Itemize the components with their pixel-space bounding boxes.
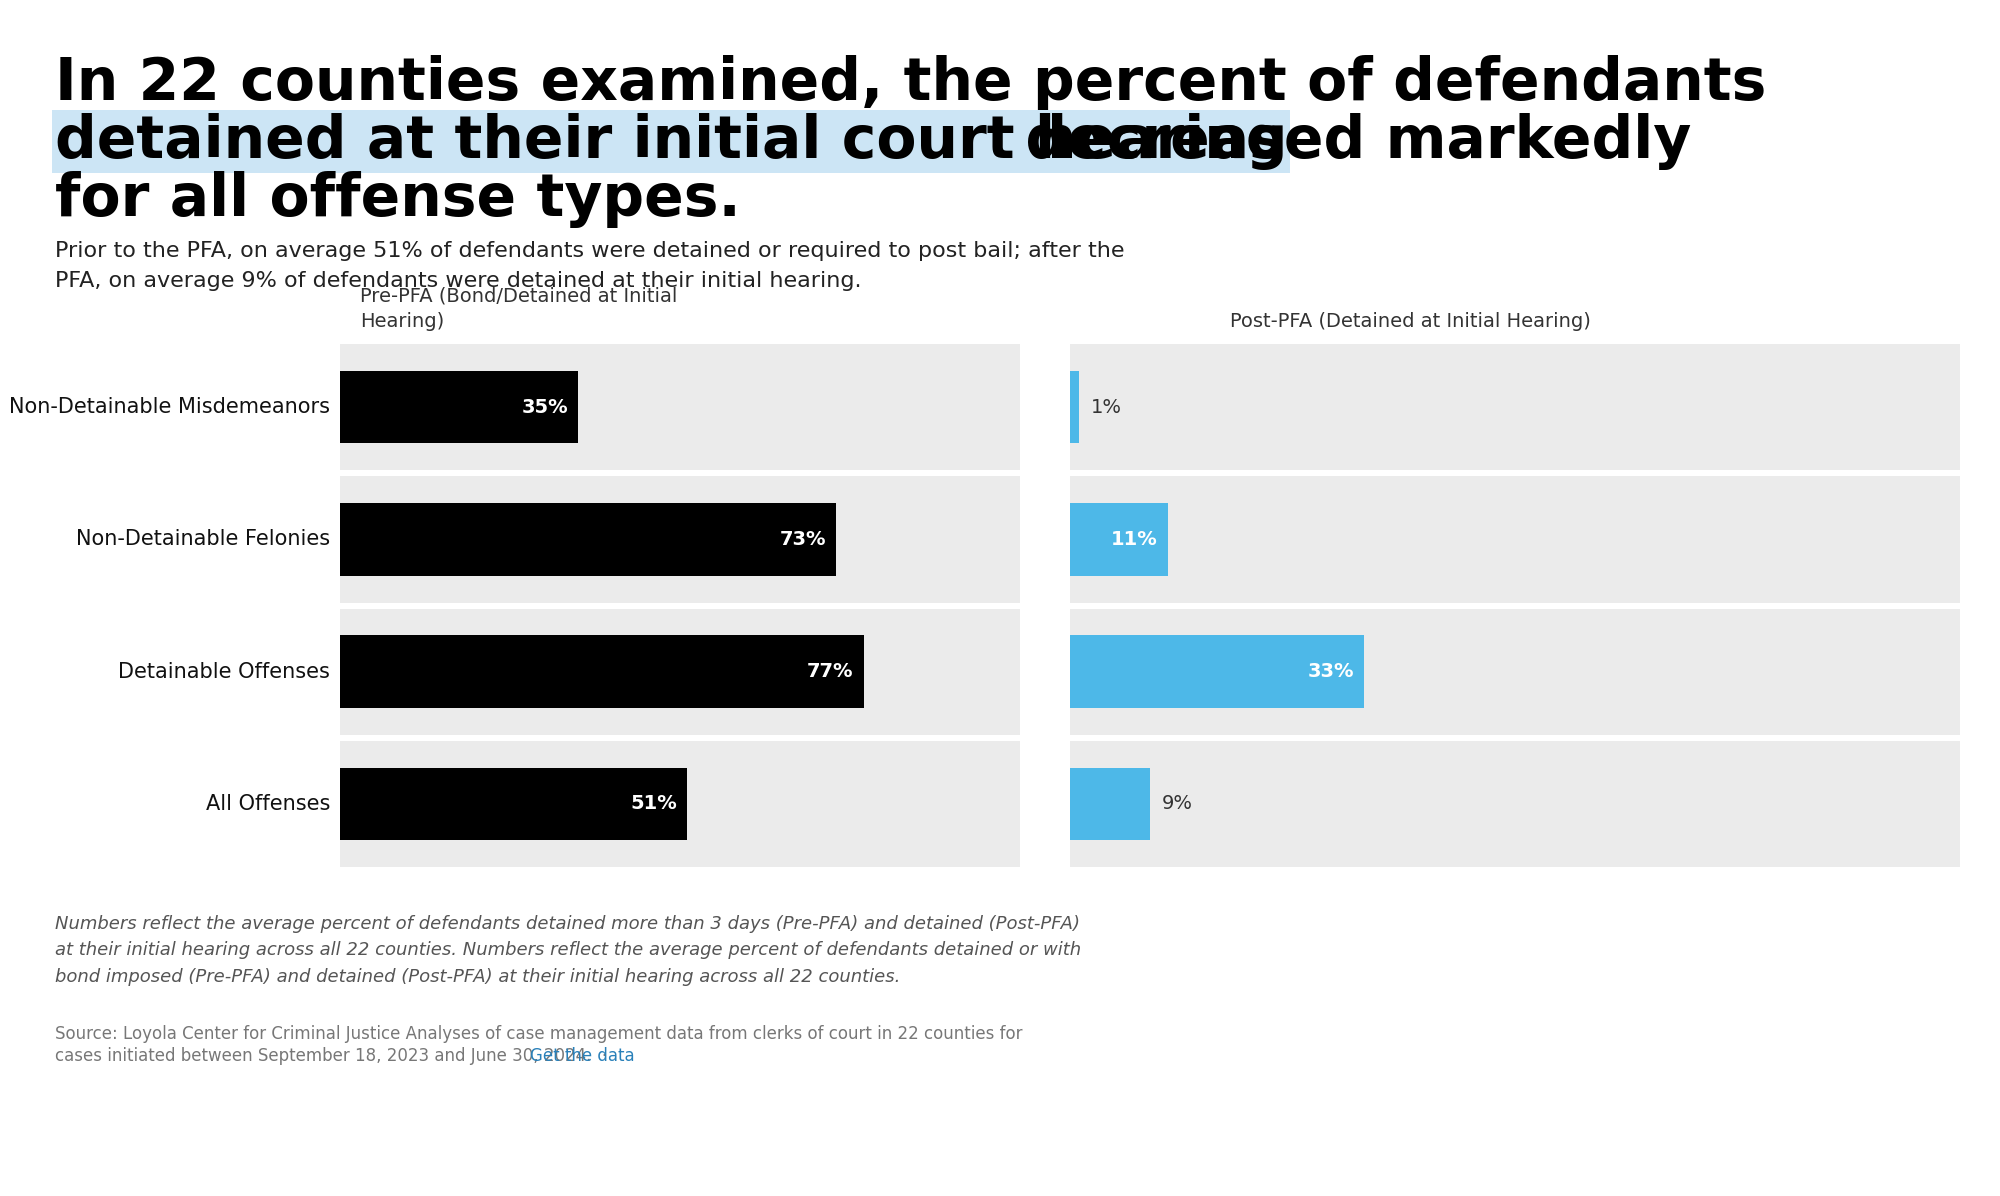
- FancyBboxPatch shape: [1070, 371, 1078, 444]
- Text: 9%: 9%: [1162, 794, 1194, 813]
- Text: decreased markedly: decreased markedly: [1006, 112, 1692, 170]
- Text: Get the data: Get the data: [530, 1046, 634, 1064]
- FancyBboxPatch shape: [340, 740, 1020, 867]
- Text: Prior to the PFA, on average 51% of defendants were detained or required to post: Prior to the PFA, on average 51% of defe…: [56, 242, 1124, 291]
- Text: 1%: 1%: [1090, 397, 1122, 416]
- FancyBboxPatch shape: [340, 504, 836, 575]
- FancyBboxPatch shape: [1070, 768, 1150, 841]
- Text: 73%: 73%: [780, 530, 826, 549]
- FancyBboxPatch shape: [340, 344, 1020, 470]
- FancyBboxPatch shape: [1070, 504, 1168, 575]
- FancyBboxPatch shape: [340, 635, 864, 708]
- Text: cases initiated between September 18, 2023 and June 30, 2024.  ·: cases initiated between September 18, 20…: [56, 1046, 612, 1064]
- Text: Source: Loyola Center for Criminal Justice Analyses of case management data from: Source: Loyola Center for Criminal Justi…: [56, 1025, 1022, 1043]
- Text: 11%: 11%: [1112, 530, 1158, 549]
- Text: detained at their initial court hearing: detained at their initial court hearing: [56, 112, 1288, 170]
- FancyBboxPatch shape: [1070, 344, 1960, 470]
- Text: 77%: 77%: [808, 663, 854, 682]
- Text: 33%: 33%: [1308, 663, 1354, 682]
- Text: Non-Detainable Felonies: Non-Detainable Felonies: [76, 530, 330, 549]
- Text: Numbers reflect the average percent of defendants detained more than 3 days (Pre: Numbers reflect the average percent of d…: [56, 915, 1082, 986]
- Text: All Offenses: All Offenses: [206, 794, 330, 813]
- Text: In 22 counties examined, the percent of defendants: In 22 counties examined, the percent of …: [56, 55, 1766, 112]
- Text: Pre-PFA (Bond/Detained at Initial
Hearing): Pre-PFA (Bond/Detained at Initial Hearin…: [360, 287, 678, 331]
- FancyBboxPatch shape: [1070, 740, 1960, 867]
- FancyBboxPatch shape: [340, 371, 578, 444]
- Text: 51%: 51%: [630, 794, 676, 813]
- FancyBboxPatch shape: [340, 476, 1020, 603]
- FancyBboxPatch shape: [340, 609, 1020, 734]
- FancyBboxPatch shape: [1070, 635, 1364, 708]
- FancyBboxPatch shape: [1070, 476, 1960, 603]
- Text: Non-Detainable Misdemeanors: Non-Detainable Misdemeanors: [10, 397, 330, 417]
- Text: Post-PFA (Detained at Initial Hearing): Post-PFA (Detained at Initial Hearing): [1230, 312, 1590, 331]
- FancyBboxPatch shape: [340, 768, 686, 841]
- FancyBboxPatch shape: [1070, 609, 1960, 734]
- Text: 35%: 35%: [522, 397, 568, 416]
- Text: Detainable Offenses: Detainable Offenses: [118, 661, 330, 682]
- Text: for all offense types.: for all offense types.: [56, 171, 740, 228]
